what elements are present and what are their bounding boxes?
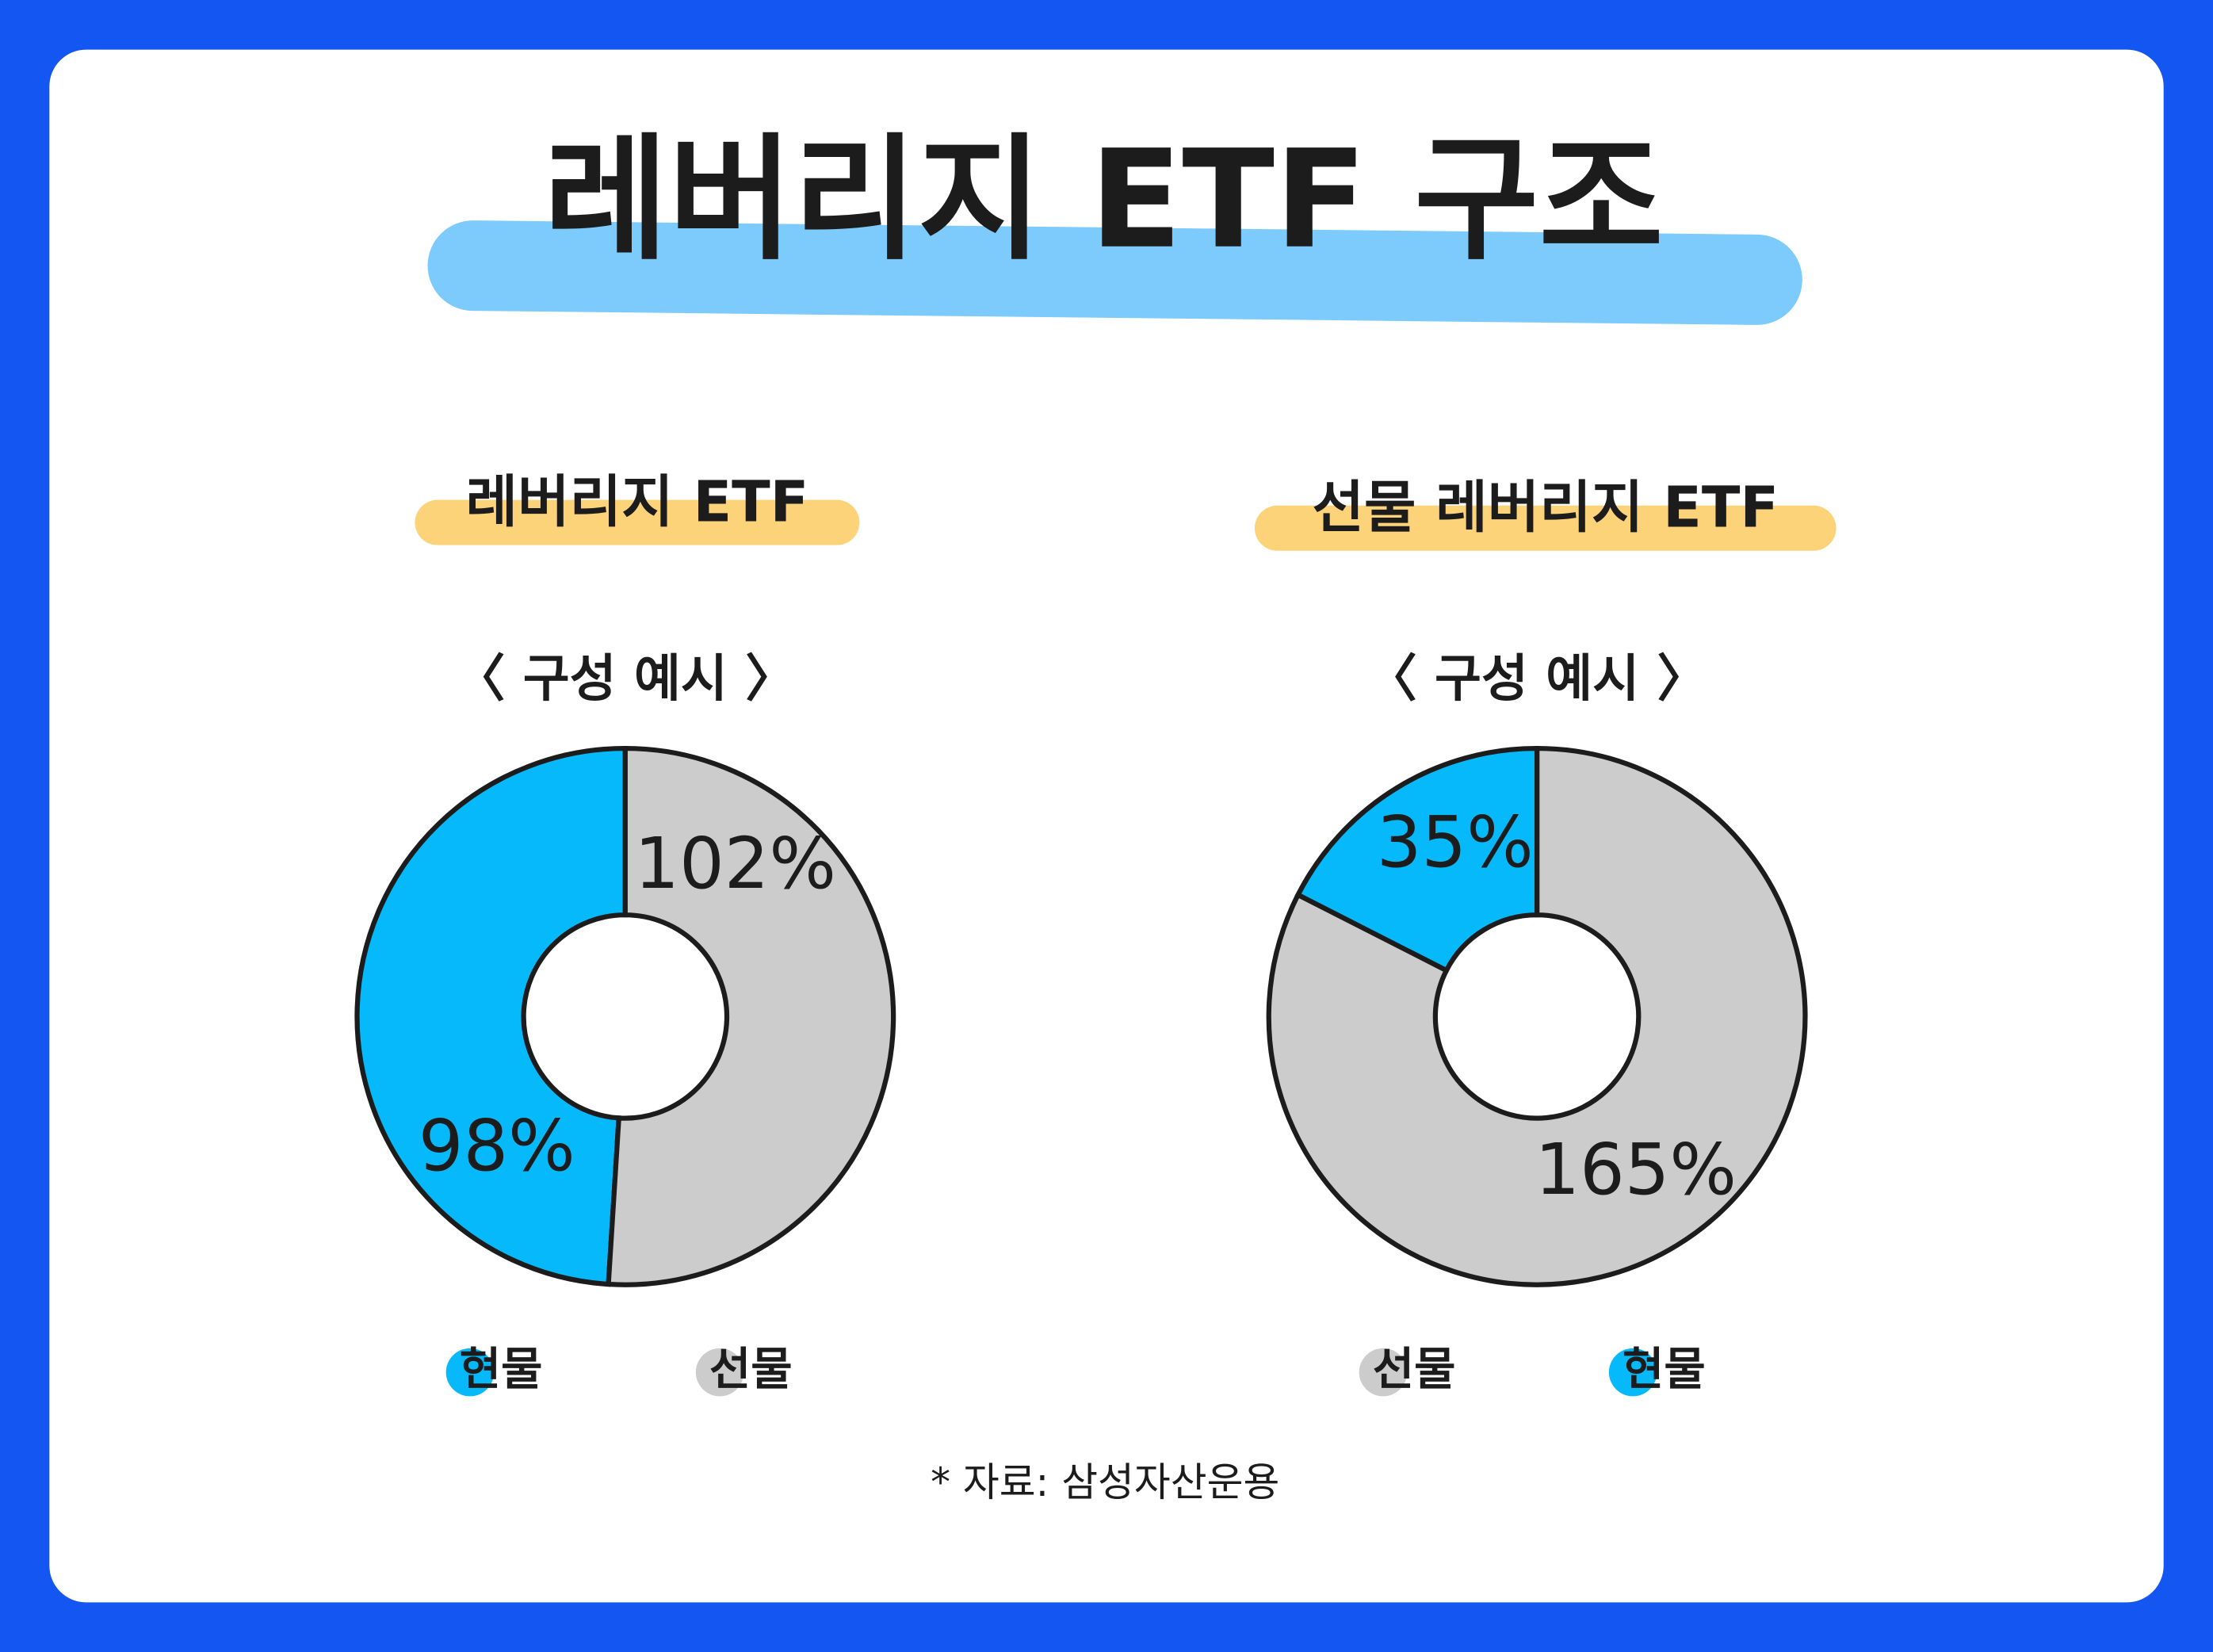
chart-subtitle: 〈 구성 예시 〉 — [1366, 650, 1708, 709]
legend-label: 현물 — [460, 1344, 543, 1396]
value-label: 165% — [1535, 1128, 1737, 1210]
value-label: 102% — [634, 822, 836, 904]
legend-label: 현물 — [1622, 1344, 1706, 1396]
value-label: 98% — [419, 1104, 575, 1187]
legend-label: 선물 — [1373, 1344, 1456, 1396]
donut-slice — [606, 745, 896, 1287]
legend-swatch — [445, 1348, 495, 1397]
chart-title: 레버리지 ETF — [466, 468, 809, 534]
donut-slice — [1266, 745, 1808, 1287]
value-label: 35% — [1377, 801, 1534, 883]
legend-swatch — [695, 1348, 744, 1397]
donut-slice — [1294, 745, 1540, 974]
donut-slice — [354, 745, 628, 1287]
chart-title: 선물 레버리지 ETF — [1312, 474, 1779, 540]
chart-subtitle: 〈 구성 예시 〉 — [454, 650, 796, 709]
legend-label: 선물 — [709, 1344, 793, 1396]
title: 레버리지 ETF 구조 — [544, 121, 1664, 279]
source: * 자료: 삼성자산운용 — [931, 1459, 1279, 1505]
legend-swatch — [1359, 1348, 1408, 1397]
title-highlight — [427, 220, 1802, 325]
legend-swatch — [1608, 1348, 1657, 1397]
